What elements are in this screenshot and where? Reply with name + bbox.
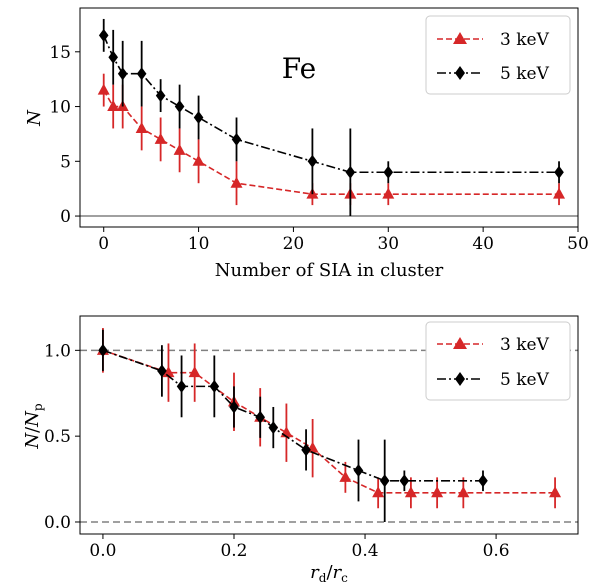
bottom-data-point [176, 379, 187, 393]
top-legend: 3 keV 5 keV [425, 15, 571, 95]
top-legend-entry-3kev: 3 keV [437, 30, 550, 50]
top-y-tick-label: 15 [49, 43, 71, 63]
top-legend-label-3kev: 3 keV [500, 30, 550, 50]
bottom-data-point [98, 343, 108, 357]
top-data-point [154, 132, 167, 144]
bottom-x-tick-label: 0.2 [220, 541, 247, 561]
top-data-point [192, 154, 205, 166]
bottom-data-point [162, 366, 175, 378]
bottom-y-axis-label: N/Np [22, 403, 45, 450]
top-series-line-3-kev [103, 89, 560, 195]
bottom-data-point [399, 474, 410, 488]
bottom-data-point [404, 486, 417, 498]
top-data-point [108, 50, 118, 64]
top-x-tick-label: 30 [377, 234, 399, 254]
top-x-tick-label: 20 [283, 234, 305, 254]
top-data-point [136, 67, 147, 81]
top-y-tick-label: 5 [60, 152, 71, 172]
bottom-panel: 0.0 0.2 0.4 0.6 0.0 0.5 1.0 rd/rc N/Np 3 keV 5… [22, 315, 579, 582]
top-data-point [383, 165, 394, 179]
bottom-data-point [353, 463, 364, 477]
svg-text:rd/rc: rd/rc [310, 562, 348, 582]
bottom-data-point [372, 486, 385, 498]
top-data-point [345, 165, 356, 179]
bottom-data-point [188, 366, 201, 378]
top-series-5-kev [98, 18, 564, 217]
bottom-legend-entry-3kev: 3 keV [437, 335, 550, 355]
bottom-x-tick-label: 0.6 [483, 541, 510, 561]
bottom-series-5-kev [98, 329, 488, 522]
top-data-point [193, 111, 204, 124]
bottom-data-point [301, 443, 311, 457]
top-x-tick-label: 0 [98, 234, 109, 254]
top-y-axis-label: N [24, 109, 45, 127]
bottom-data-point [268, 421, 279, 435]
top-axes-frame [79, 7, 579, 228]
bottom-data-point [457, 486, 470, 498]
bottom-ticks: 0.0 0.2 0.4 0.6 0.0 0.5 1.0 [44, 341, 510, 561]
top-data-point [307, 154, 318, 168]
triangle-marker-icon [453, 337, 467, 349]
top-y-tick-label: 0 [60, 207, 71, 227]
top-data-point [135, 121, 148, 133]
top-data-point [553, 187, 566, 199]
bottom-legend-label-5kev: 5 keV [500, 370, 550, 390]
top-ticks: 0 10 20 30 40 50 0 5 10 15 [49, 43, 588, 254]
bottom-y-tick-label: 0.5 [44, 427, 71, 447]
bottom-y-tick-label: 1.0 [44, 341, 71, 361]
bottom-data-point [339, 470, 352, 482]
bottom-data-point [379, 474, 390, 488]
diamond-marker-icon [455, 372, 465, 386]
top-plot-content [80, 18, 578, 217]
top-legend-label-5kev: 5 keV [500, 64, 550, 84]
bottom-data-point [255, 410, 265, 424]
top-data-point [174, 100, 185, 114]
top-series-3-kev [97, 73, 566, 206]
bottom-series-3-kev [96, 328, 562, 509]
top-x-axis-label: Number of SIA in cluster [215, 260, 444, 281]
top-data-point [155, 89, 166, 103]
top-y-tick-label: 10 [49, 98, 71, 118]
bottom-data-point [478, 474, 488, 488]
top-data-point [173, 143, 186, 155]
top-legend-entry-5kev: 5 keV [437, 64, 550, 84]
top-data-point [97, 83, 110, 95]
bottom-axes-frame [79, 315, 579, 535]
top-data-point [107, 100, 120, 112]
svg-text:N/Np: N/Np [22, 403, 45, 450]
top-panel: 0 10 20 30 40 50 0 5 10 15 Fe Number of SIA in cl… [24, 7, 589, 281]
bottom-data-point [229, 400, 239, 414]
bottom-legend-label-3kev: 3 keV [500, 335, 550, 355]
bottom-data-point [157, 364, 167, 378]
top-data-point [231, 132, 242, 146]
top-data-point [382, 187, 395, 199]
bottom-legend-entry-5kev: 5 keV [437, 370, 550, 390]
top-x-tick-label: 50 [567, 234, 589, 254]
top-x-tick-label: 40 [472, 234, 494, 254]
top-data-point [98, 28, 109, 42]
top-data-point [117, 67, 128, 81]
top-annotation: Fe [282, 52, 316, 85]
top-data-point [554, 165, 564, 179]
diamond-marker-icon [455, 66, 465, 80]
bottom-data-point [431, 486, 444, 498]
bottom-plot-content [80, 328, 578, 523]
top-data-point [230, 176, 243, 188]
bottom-legend: 3 keV 5 keV [425, 321, 571, 401]
bottom-data-point [549, 486, 562, 498]
bottom-x-tick-label: 0.0 [89, 541, 116, 561]
bottom-y-tick-label: 0.0 [44, 513, 71, 533]
triangle-marker-icon [453, 32, 467, 44]
top-x-tick-label: 10 [188, 234, 210, 254]
bottom-x-axis-label: rd/rc [310, 562, 348, 582]
bottom-x-tick-label: 0.4 [352, 541, 379, 561]
bottom-data-point [209, 379, 220, 393]
